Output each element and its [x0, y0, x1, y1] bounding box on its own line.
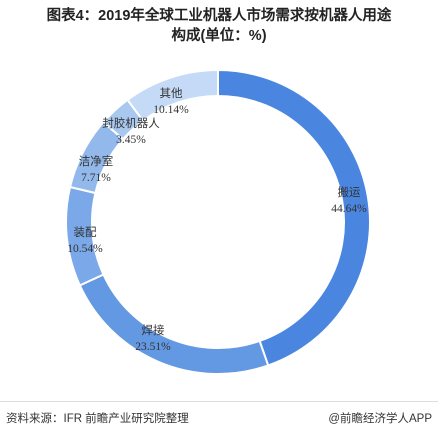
source-note: 资料来源：IFR 前瞻产业研究院整理: [6, 413, 189, 425]
chart-title-line2: 构成(单位：%): [171, 28, 267, 44]
slice-value-label-3: 7.71%: [81, 172, 111, 184]
slice-value-label-4: 3.45%: [116, 134, 146, 146]
chart-title-line1: 图表4：2019年全球工业机器人市场需求按机器人用途: [46, 8, 392, 24]
slice-0: [217, 68, 371, 367]
footer: 资料来源：IFR 前瞻产业研究院整理 @前瞻经济学人APP: [0, 401, 438, 436]
donut-chart: 搬运 44.64% 焊接 23.51% 装配 10.54% 洁净室 7.71% 封胶机器人 3.4…: [65, 68, 371, 375]
slice-value-label-0: 44.64%: [331, 203, 367, 215]
slice-value-label-1: 23.51%: [135, 341, 171, 353]
slice-value-label-2: 10.54%: [67, 243, 103, 255]
slice-value-label-5: 10.14%: [153, 104, 189, 116]
slice-5: [126, 68, 219, 123]
slice-category-label-1: 焊接: [142, 323, 165, 337]
slice-category-label-2: 装配: [74, 226, 97, 239]
brand-credit: @前瞻经济学人APP: [328, 413, 432, 425]
chart-title: 图表4：2019年全球工业机器人市场需求按机器人用途 构成(单位：%): [0, 6, 438, 46]
slice-category-label-0: 搬运: [338, 185, 361, 199]
slice-category-label-3: 洁净室: [79, 154, 114, 168]
slice-category-label-4: 封胶机器人: [102, 116, 160, 130]
slice-category-label-5: 其他: [160, 87, 183, 100]
slice-1: [78, 273, 270, 375]
